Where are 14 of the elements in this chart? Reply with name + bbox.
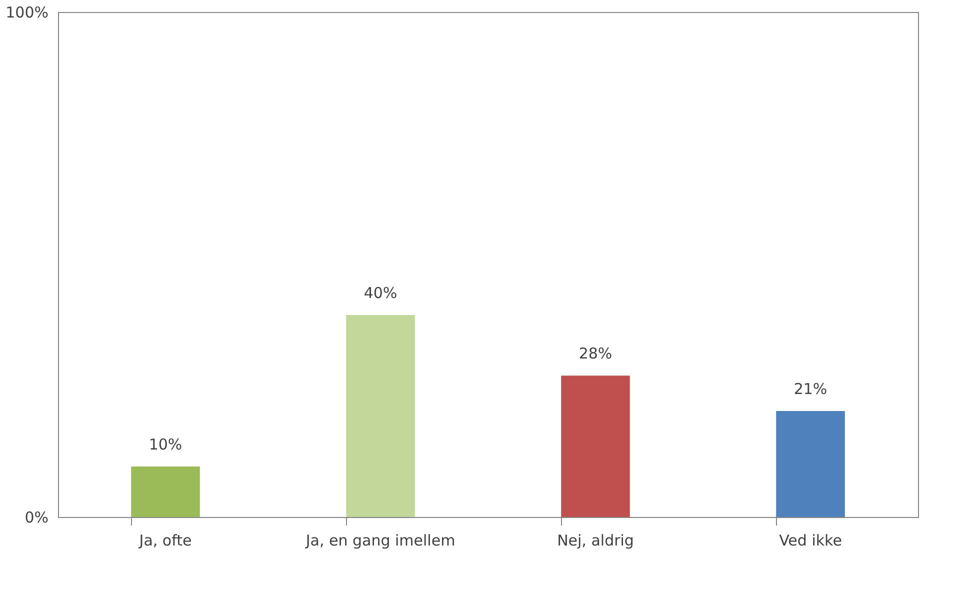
bar (346, 315, 415, 517)
x-tick-label: Ved ikke (779, 532, 842, 550)
data-label: 21% (794, 380, 828, 398)
x-tick-label: Ja, en gang imellem (304, 532, 456, 550)
data-label: 10% (148, 436, 182, 454)
x-tick-label: Ja, ofte (138, 532, 192, 550)
bar (561, 376, 630, 517)
bar (776, 410, 845, 517)
bar (131, 466, 200, 517)
y-tick-label: 100% (6, 4, 48, 22)
data-label: 40% (364, 284, 398, 302)
y-tick-label: 0% (24, 508, 48, 526)
x-tick-label: Nej, aldrig (557, 532, 634, 550)
data-label: 28% (578, 344, 612, 363)
